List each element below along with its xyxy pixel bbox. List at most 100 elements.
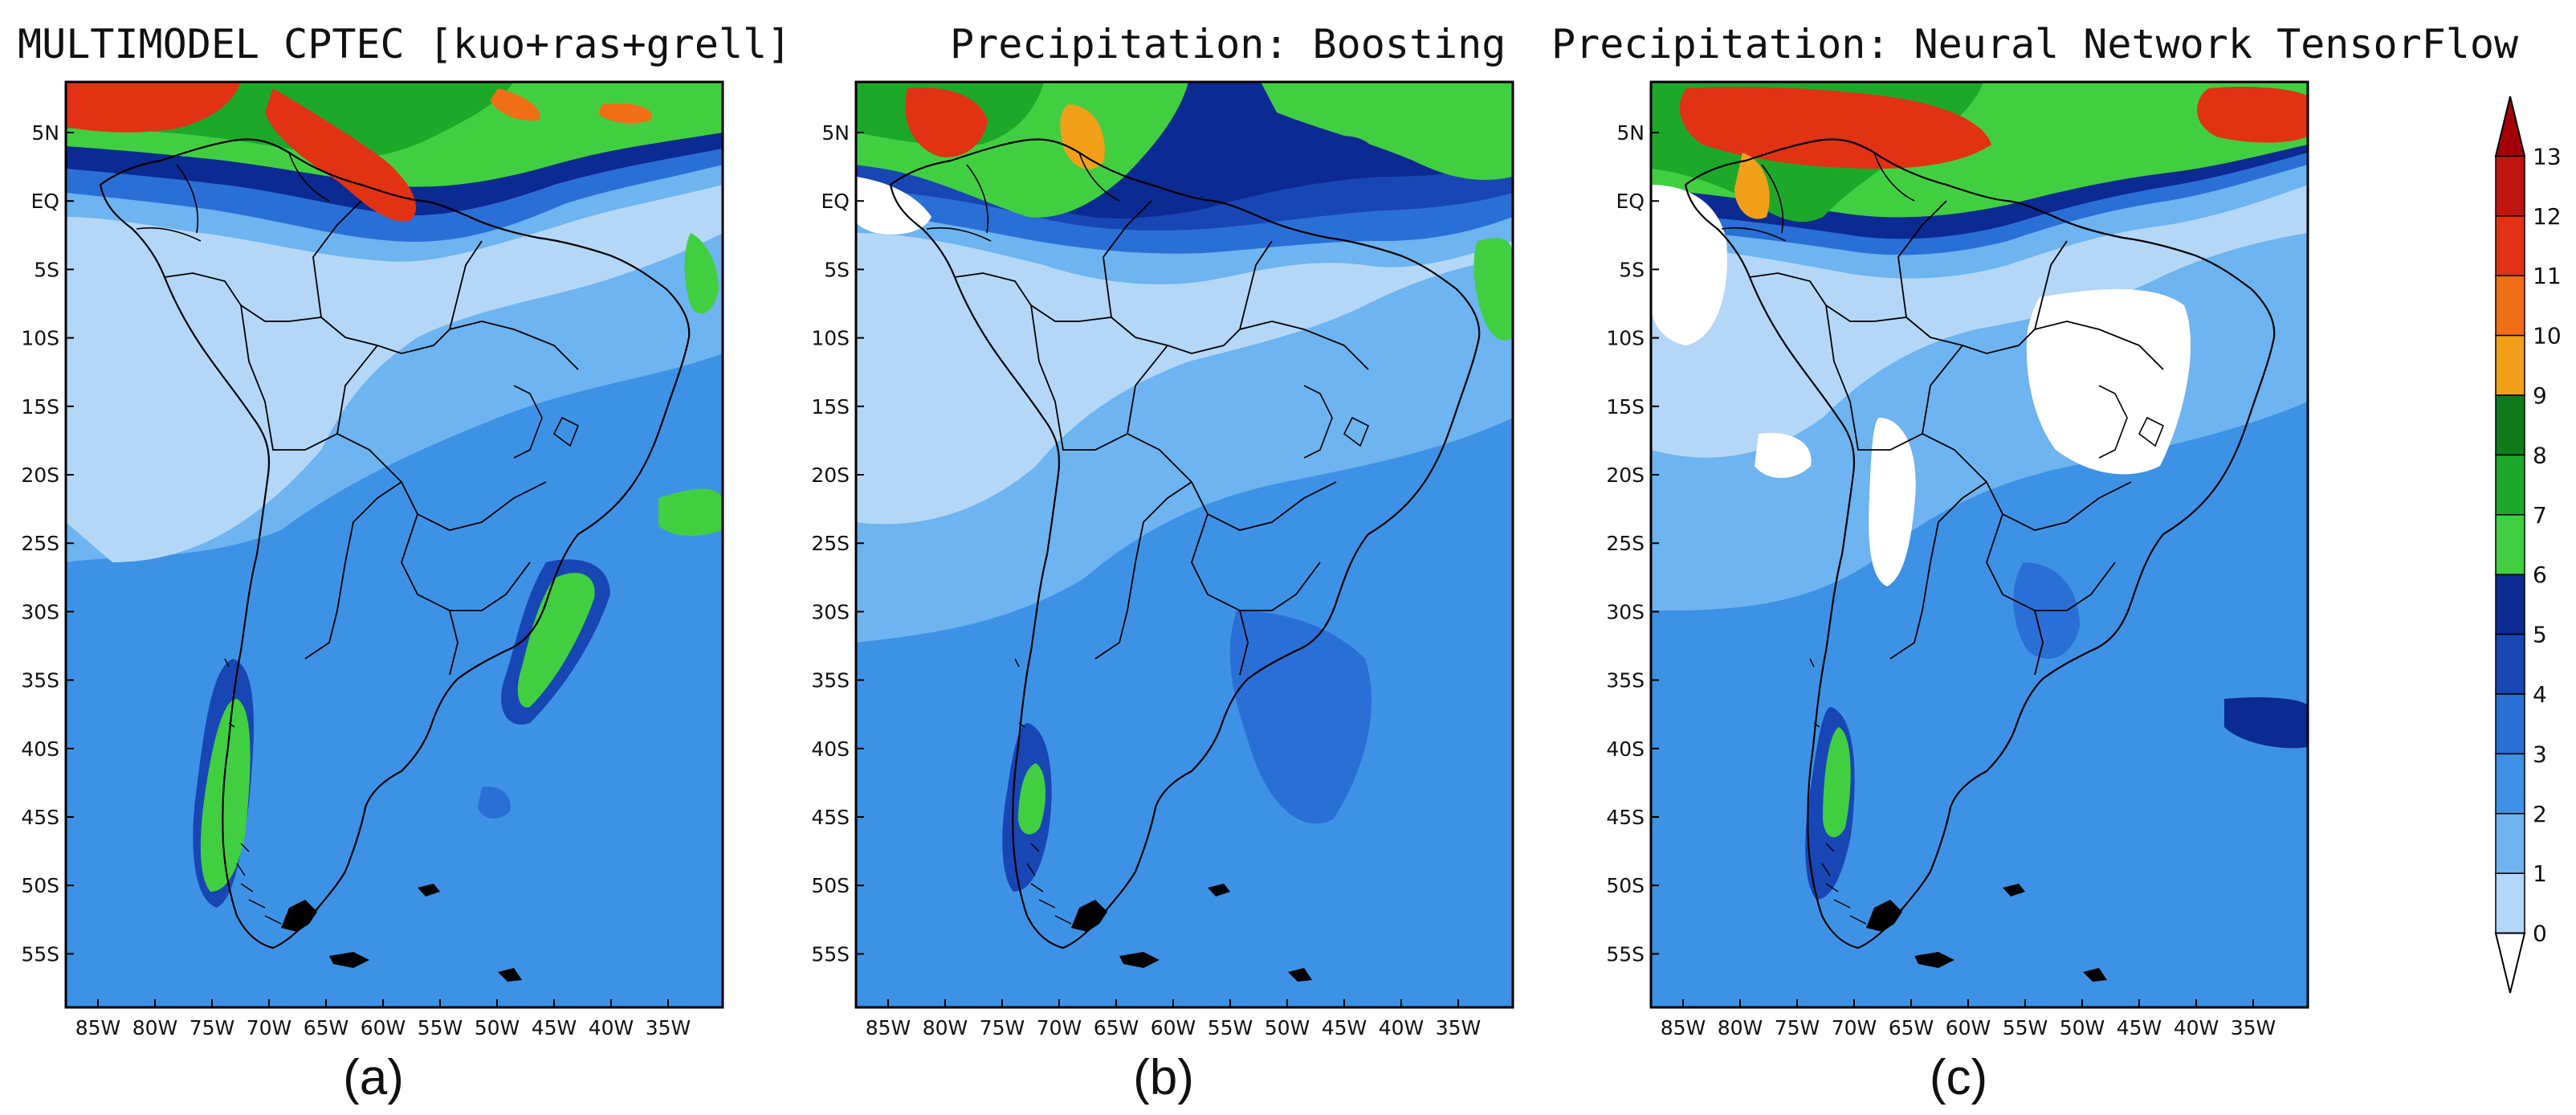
panel-a-title: MULTIMODEL CPTEC [kuo+ras+grell] [18, 21, 791, 67]
lon-label: 50W [2060, 1016, 2105, 1039]
panel-c-tag: (c) [1930, 1050, 1987, 1105]
lon-label: 70W [1037, 1016, 1082, 1039]
lat-label: 15S [21, 395, 59, 419]
panel-a-frame [64, 80, 724, 1009]
colorbar-label: 13 [2533, 143, 2562, 169]
colorbar-swatch [2495, 574, 2525, 635]
axes-layer: 5N EQ 5S 10S 15S 20S 25S 30S 35S 40S 45S 50S 55S 85W 8… [21, 121, 2276, 1039]
lon-label: 60W [1151, 1016, 1196, 1039]
lat-label: 50S [21, 874, 59, 897]
lon-label: 50W [1265, 1016, 1310, 1039]
colorbar-swatch [2495, 215, 2525, 276]
panel-b-frame [854, 80, 1514, 1009]
lat-label: 45S [1606, 806, 1645, 829]
lon-label: 60W [361, 1016, 406, 1039]
colorbar-swatch [2495, 872, 2525, 934]
lon-label: 40W [2174, 1016, 2219, 1039]
colorbar-swatch [2495, 813, 2525, 874]
lon-label: 80W [132, 1016, 178, 1039]
lat-label: 30S [21, 600, 59, 623]
lon-label: 35W [2231, 1016, 2276, 1039]
colorbar-swatch [2495, 394, 2525, 456]
colorbar-label: 4 [2533, 681, 2547, 708]
lat-label: 15S [1606, 395, 1645, 419]
colorbar-swatch [2495, 275, 2525, 337]
lon-label: 75W [1775, 1016, 1820, 1039]
lat-label: 55S [21, 942, 59, 966]
panel-b-title: Precipitation: Boosting [950, 21, 1506, 67]
colorbar-label: 5 [2533, 622, 2547, 648]
lat-label: 20S [1606, 464, 1645, 487]
lat-label: 20S [811, 464, 850, 487]
panel-c-frame [1649, 80, 2309, 1009]
colorbar-swatch [2495, 753, 2525, 815]
lat-label: 35S [1606, 669, 1645, 692]
lon-label: 60W [1946, 1016, 1991, 1039]
colorbar-label: 11 [2533, 263, 2562, 289]
colorbar-swatch [2495, 514, 2525, 575]
lon-label: 50W [475, 1016, 520, 1039]
colorbar-swatch [2495, 155, 2525, 217]
colorbar-label: 7 [2533, 502, 2547, 529]
lon-label: 45W [1322, 1016, 1367, 1039]
lat-label: 20S [21, 464, 59, 487]
lat-label: 5N [31, 121, 59, 145]
lat-label: EQ [821, 190, 850, 213]
lon-label: 70W [247, 1016, 292, 1039]
colorbar-swatch [2495, 454, 2525, 516]
lat-label: 5S [34, 258, 59, 281]
panel-c-title: Precipitation: Neural Network TensorFlow [1551, 21, 2519, 67]
lon-label: 85W [1661, 1016, 1706, 1039]
lat-label: 5N [1616, 121, 1645, 145]
lat-label: 30S [1606, 600, 1645, 623]
lon-label: 70W [1832, 1016, 1877, 1039]
lon-label: 65W [304, 1016, 349, 1039]
lat-label: 55S [1606, 942, 1645, 966]
lat-label: 55S [811, 942, 850, 966]
lat-label: 10S [811, 327, 850, 350]
colorbar-swatch [2495, 334, 2525, 396]
lat-label: 25S [21, 532, 59, 555]
colorbar-label: 2 [2533, 801, 2547, 827]
lon-label: 80W [923, 1016, 968, 1039]
lon-label: 40W [1379, 1016, 1425, 1039]
panel-b-map [856, 82, 1513, 1007]
colorbar-label: 3 [2533, 741, 2547, 767]
lat-label: 5N [821, 121, 850, 145]
lon-label: 85W [75, 1016, 121, 1039]
lon-label: 75W [190, 1016, 235, 1039]
panel-c: Precipitation: Neural Network TensorFlow… [1551, 21, 2519, 1105]
lat-label: 40S [811, 737, 850, 761]
panel-a-map [66, 82, 723, 1007]
lat-label: 25S [1606, 532, 1645, 555]
colorbar-label: 9 [2533, 382, 2547, 409]
lon-label: 65W [1094, 1016, 1139, 1039]
lat-label: 50S [1606, 874, 1645, 897]
lon-label: 55W [1208, 1016, 1253, 1039]
panel-b: Precipitation: Boosting (b) [854, 21, 1514, 1105]
colorbar-label: 0 [2533, 921, 2547, 947]
lon-label: 45W [2117, 1016, 2162, 1039]
lat-label: 15S [811, 395, 850, 419]
lon-label: 45W [532, 1016, 577, 1039]
lon-label: 85W [866, 1016, 911, 1039]
lat-label: 5S [1619, 258, 1645, 281]
colorbar-max-triangle [2494, 96, 2526, 157]
lon-label: 55W [418, 1016, 463, 1039]
colorbar-label: 1 [2533, 860, 2547, 887]
colorbar-label: 10 [2533, 323, 2562, 349]
lon-label: 35W [646, 1016, 691, 1039]
panel-b-tag: (b) [1133, 1050, 1194, 1105]
colorbar-label: 8 [2533, 442, 2547, 468]
lon-label: 75W [980, 1016, 1025, 1039]
lat-label: 50S [811, 874, 850, 897]
lat-label: EQ [31, 190, 59, 213]
lon-label: 65W [1889, 1016, 1934, 1039]
lat-label: 35S [811, 669, 850, 692]
lat-label: 5S [824, 258, 850, 281]
colorbar-label: 6 [2533, 562, 2547, 588]
colorbar-swatch [2495, 633, 2525, 695]
